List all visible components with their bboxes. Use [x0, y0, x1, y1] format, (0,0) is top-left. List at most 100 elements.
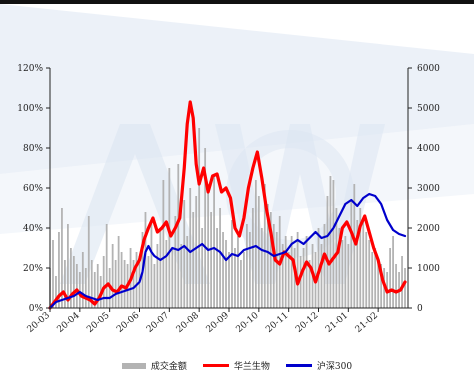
- volume-bar: [380, 264, 383, 308]
- volume-bar: [323, 224, 326, 308]
- volume-bar: [362, 220, 365, 308]
- volume-bar: [219, 208, 221, 308]
- volume-bar: [305, 236, 308, 308]
- volume-bar: [162, 180, 165, 308]
- volume-bar: [114, 260, 117, 308]
- x-tick-label: 20-12: [294, 311, 320, 335]
- volume-bar: [293, 248, 296, 308]
- volume-bar: [192, 212, 195, 308]
- volume-bar: [147, 256, 150, 308]
- volume-bar: [120, 252, 123, 308]
- legend-label-hualan: 华兰生物: [233, 362, 270, 372]
- volume-bar: [105, 224, 108, 308]
- volume-bar: [216, 228, 218, 308]
- y-right-tick-label: 2000: [417, 224, 440, 234]
- volume-bar: [335, 208, 338, 308]
- top-rule: [0, 0, 474, 4]
- volume-bar: [296, 232, 299, 308]
- legend-item-hualan: 华兰生物: [202, 359, 270, 372]
- volume-bar: [257, 196, 260, 308]
- volume-bar: [320, 244, 323, 308]
- volume-bar: [404, 268, 406, 308]
- volume-bar: [61, 208, 63, 308]
- volume-bar: [251, 208, 254, 308]
- legend: 成交金额 华兰生物 沪深300: [0, 359, 474, 372]
- y-right-tick-label: 3000: [417, 184, 440, 194]
- volume-bar: [195, 196, 198, 308]
- volume-bar: [359, 208, 362, 308]
- volume-bar: [132, 260, 135, 308]
- volume-bar: [90, 260, 93, 308]
- y-left-tick-label: 120%: [17, 64, 43, 74]
- volume-bar: [275, 232, 278, 308]
- volume-bar: [329, 176, 332, 308]
- legend-item-volume: 成交金额: [121, 359, 187, 372]
- volume-bar: [341, 240, 344, 308]
- volume-bars: [49, 128, 406, 308]
- price-lines: [48, 100, 407, 310]
- legend-label-hs300: 沪深300: [316, 362, 353, 372]
- volume-bar: [72, 256, 75, 308]
- volume-bar: [52, 240, 54, 308]
- volume-bar: [81, 252, 84, 308]
- volume-bar: [338, 228, 341, 308]
- y-left-tick-label: 60%: [23, 184, 43, 194]
- x-tick-label: 21-02: [354, 311, 380, 335]
- legend-item-hs300: 沪深300: [285, 359, 353, 372]
- volume-bar: [183, 200, 186, 308]
- volume-bar: [150, 220, 153, 308]
- volume-bar: [93, 272, 96, 308]
- volume-bar: [350, 200, 353, 308]
- legend-swatch-volume: [121, 362, 146, 369]
- volume-bar: [308, 260, 311, 308]
- volume-bar: [374, 248, 377, 308]
- volume-bar: [198, 128, 201, 308]
- y-left-tick-label: 40%: [23, 224, 43, 234]
- volume-bar: [371, 252, 374, 308]
- y-left-tick-label: 80%: [23, 144, 43, 154]
- volume-bar: [263, 184, 266, 308]
- volume-bar: [228, 252, 230, 308]
- legend-label-volume: 成交金额: [150, 362, 187, 372]
- volume-bar: [177, 164, 180, 308]
- x-tick-label: 21-01: [324, 311, 350, 335]
- volume-bar: [84, 268, 87, 308]
- volume-bar: [201, 228, 204, 308]
- x-tick-label: 20-03: [26, 310, 53, 335]
- y-right-tick-label: 4000: [417, 144, 440, 154]
- volume-bar: [153, 264, 156, 308]
- x-tick-label: 20-04: [55, 310, 82, 335]
- x-tick-label: 20-06: [115, 310, 142, 335]
- y-left-tick-label: 20%: [23, 264, 43, 274]
- volume-bar: [222, 232, 224, 308]
- volume-bar: [156, 244, 159, 308]
- volume-bar: [87, 216, 90, 308]
- y-right-tick-label: 6000: [417, 64, 440, 74]
- volume-bar: [401, 256, 403, 308]
- volume-bar: [204, 148, 207, 308]
- volume-bar: [368, 240, 371, 308]
- volume-bar: [353, 184, 356, 308]
- volume-bar: [254, 180, 257, 308]
- volume-bar: [168, 168, 171, 308]
- volume-bar: [111, 244, 114, 308]
- y-right-tick-label: 1000: [417, 264, 440, 274]
- volume-bar: [240, 260, 242, 308]
- volume-bar: [58, 232, 60, 308]
- volume-bar: [290, 236, 293, 308]
- hs300-line: [48, 192, 407, 310]
- volume-bar: [344, 236, 347, 308]
- x-tick-label: 20-05: [85, 310, 112, 335]
- legend-swatch-hualan: [202, 364, 229, 367]
- volume-bar: [180, 244, 183, 308]
- volume-bar: [246, 224, 248, 308]
- volume-bar: [171, 248, 174, 308]
- volume-bar: [356, 220, 359, 308]
- volume-bar: [302, 248, 305, 308]
- volume-bar: [210, 212, 212, 308]
- volume-bar: [389, 248, 391, 308]
- volume-bar: [237, 236, 239, 308]
- y-right-tick-label: 5000: [417, 104, 440, 114]
- volume-bar: [186, 236, 189, 308]
- volume-bar: [75, 264, 78, 308]
